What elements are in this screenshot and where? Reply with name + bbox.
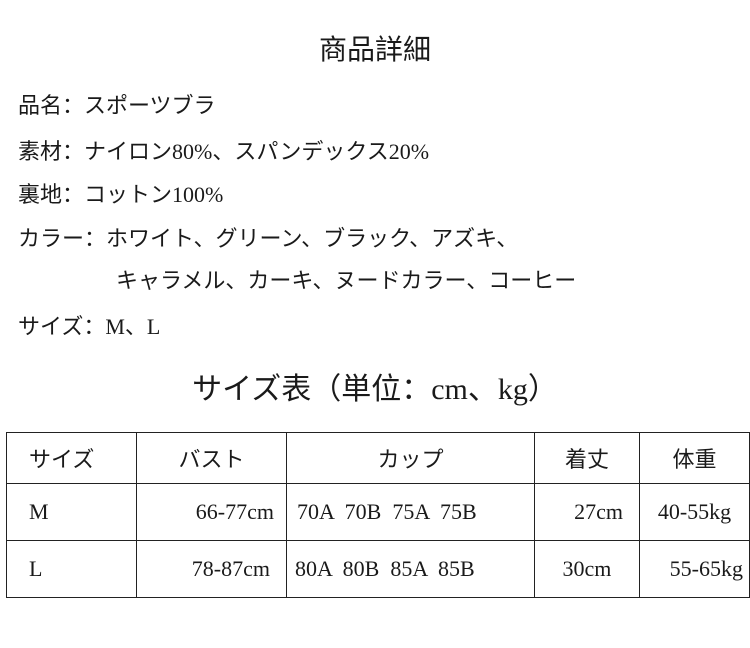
table-header-row: サイズ バスト カップ 着丈 体重 (6, 432, 750, 484)
size-chart-table: サイズ バスト カップ 着丈 体重 M 66-77cm 70A 70B 75A … (6, 432, 750, 598)
cell-weight: 55-65kg (639, 540, 750, 598)
product-colors: カラー：ホワイト、グリーン、ブラック、アズキ、 (18, 226, 519, 251)
product-sizes: サイズ：M、L (18, 314, 161, 339)
cell-size: L (6, 540, 137, 598)
cell-bust: 66-77cm (136, 483, 287, 541)
header-weight: 体重 (639, 432, 750, 484)
page-title: 商品詳細 (318, 35, 431, 66)
header-cup: カップ (286, 432, 535, 484)
product-colors-continued: キャラメル、カーキ、ヌードカラー、コーヒー (116, 268, 577, 293)
size-chart-title: サイズ表（単位：cm、kg） (192, 373, 558, 406)
product-material: 素材：ナイロン80%、スパンデックス20% (18, 139, 430, 164)
cell-bust: 78-87cm (136, 540, 287, 598)
table-row: L 78-87cm 80A 80B 85A 85B 30cm 55-65kg (6, 540, 750, 598)
header-bust: バスト (136, 432, 287, 484)
cell-length: 27cm (534, 483, 640, 541)
product-name: 品名：スポーツブラ (18, 93, 216, 118)
table-row: M 66-77cm 70A 70B 75A 75B 27cm 40-55kg (6, 483, 750, 541)
cell-length: 30cm (534, 540, 640, 598)
header-length: 着丈 (534, 432, 640, 484)
header-size: サイズ (6, 432, 137, 484)
cell-cup: 80A 80B 85A 85B (286, 540, 535, 598)
cell-size: M (6, 483, 137, 541)
cell-weight: 40-55kg (639, 483, 750, 541)
product-lining: 裏地：コットン100% (18, 182, 224, 207)
cell-cup: 70A 70B 75A 75B (286, 483, 535, 541)
